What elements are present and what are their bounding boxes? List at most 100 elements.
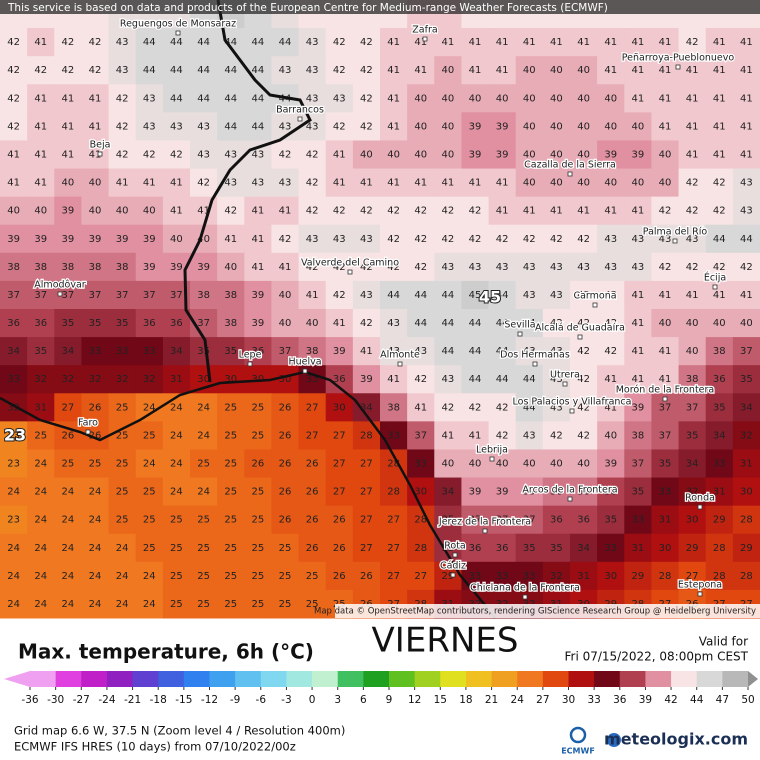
temperature-value: 27 — [61, 402, 74, 413]
colorbar-label: -3 — [281, 694, 291, 706]
temperature-value: 36 — [713, 374, 726, 385]
temperature-cell — [705, 365, 734, 394]
temperature-value: 24 — [61, 543, 74, 554]
temperature-cell — [190, 252, 218, 282]
temperature-value: 40 — [414, 93, 427, 104]
temperature-cell — [434, 421, 462, 450]
temperature-value: 24 — [34, 459, 47, 470]
place-label: Arcos de la Frontera — [522, 485, 617, 496]
temperature-value: 42 — [713, 206, 726, 217]
temperature-cell — [325, 561, 354, 591]
temperature-cell — [624, 112, 652, 141]
temperature-value: 42 — [333, 121, 346, 132]
temperature-cell — [135, 337, 164, 366]
temperature-value: 33 — [469, 571, 482, 582]
temperature-value: 34 — [7, 346, 20, 357]
temperature-value: 42 — [34, 65, 47, 76]
valid-time: Fri 07/15/2022, 08:00pm CEST — [564, 650, 748, 664]
temperature-cell — [54, 561, 82, 591]
temperature-value: 44 — [143, 65, 156, 76]
temperature-value: 42 — [469, 206, 482, 217]
temperature-cell — [108, 252, 137, 282]
temperature-cell — [352, 84, 381, 113]
temperature-value: 42 — [360, 262, 373, 273]
temperature-value: 39 — [469, 121, 482, 132]
temperature-value: 42 — [496, 402, 509, 413]
colorbar-label: 21 — [485, 694, 498, 706]
temperature-value: 25 — [224, 430, 237, 441]
temperature-cell — [162, 168, 191, 198]
colorbar-label: 0 — [309, 694, 316, 706]
temperature-cell — [732, 196, 760, 226]
place-label: Reguengos de Monsaraz — [120, 19, 236, 30]
temperature-value: 43 — [333, 234, 346, 245]
temperature-cell — [298, 421, 327, 450]
temperature-cell — [732, 252, 760, 282]
temperature-value: 40 — [523, 150, 536, 161]
colorbar-segment — [55, 671, 82, 687]
temperature-cell — [434, 477, 462, 507]
temperature-cell — [190, 84, 218, 113]
temperature-value: 42 — [306, 178, 319, 189]
temperature-value: 28 — [387, 459, 400, 470]
temperature-cell — [0, 112, 28, 141]
temperature-cell — [705, 196, 734, 226]
temperature-value: 35 — [713, 402, 726, 413]
place-label: Cazalla de la Sierra — [524, 160, 616, 171]
temperature-cell — [27, 28, 55, 57]
temperature-cell — [597, 56, 625, 85]
temperature-cell — [81, 449, 110, 479]
temperature-value: 27 — [387, 543, 400, 554]
temperature-value: 25 — [197, 571, 210, 582]
temperature-value: 40 — [61, 178, 74, 189]
temperature-value: 39 — [170, 262, 183, 273]
temperature-value: 36 — [143, 318, 156, 329]
temperature-value: 27 — [333, 487, 346, 498]
temperature-value: 40 — [34, 206, 47, 217]
colorbar-label: 33 — [587, 694, 600, 706]
temperature-cell — [162, 365, 191, 394]
temperature-value: 41 — [659, 374, 672, 385]
temperature-value: 25 — [224, 402, 237, 413]
temperature-value: 38 — [197, 290, 210, 301]
temperature-value: 39 — [116, 234, 129, 245]
temperature-value: 40 — [659, 150, 672, 161]
temperature-cell — [488, 505, 517, 535]
temperature-value: 43 — [550, 374, 563, 385]
temperature-value: 42 — [116, 93, 129, 104]
temperature-value: 26 — [89, 402, 102, 413]
temperature-value: 27 — [387, 515, 400, 526]
colorbar-segment — [260, 671, 287, 687]
temperature-cell — [678, 365, 707, 394]
place-dot — [592, 302, 598, 308]
temperature-cell — [570, 28, 598, 57]
temperature-cell — [217, 112, 245, 141]
temperature-cell — [624, 252, 652, 282]
temperature-cell — [678, 84, 707, 113]
temperature-value: 25 — [224, 515, 237, 526]
temperature-cell — [244, 280, 272, 310]
temperature-value: 42 — [713, 178, 726, 189]
temperature-cell — [135, 28, 164, 57]
temperature-cell — [54, 365, 82, 394]
temperature-value: 24 — [61, 599, 74, 610]
legend-title: Max. temperature, 6h (°C) — [18, 640, 314, 664]
temperature-cell — [81, 28, 110, 57]
temperature-cell — [407, 365, 435, 394]
brand[interactable]: meteologix.com — [604, 730, 748, 749]
temperature-cell — [298, 477, 327, 507]
colorbar-segment — [235, 671, 262, 687]
temperature-cell — [732, 140, 760, 170]
temperature-cell — [380, 561, 408, 591]
temperature-value: 44 — [170, 93, 183, 104]
temperature-cell — [732, 505, 760, 535]
temperature-value: 33 — [604, 543, 617, 554]
temperature-cell — [380, 168, 408, 198]
temperature-value: 43 — [224, 178, 237, 189]
temperature-cell — [461, 309, 490, 338]
temperature-cell — [597, 561, 625, 591]
temperature-cell — [244, 337, 272, 366]
temperature-value: 25 — [224, 571, 237, 582]
temperature-value: 36 — [170, 318, 183, 329]
temperature-cell — [732, 28, 760, 57]
